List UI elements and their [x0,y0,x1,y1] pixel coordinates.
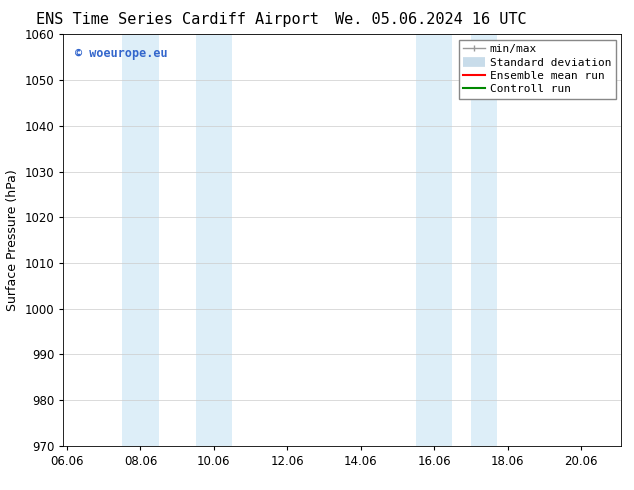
Y-axis label: Surface Pressure (hPa): Surface Pressure (hPa) [6,169,19,311]
Bar [195,34,232,446]
Bar [471,34,496,446]
Text: We. 05.06.2024 16 UTC: We. 05.06.2024 16 UTC [335,12,527,27]
Text: © woeurope.eu: © woeurope.eu [75,47,167,60]
Bar [122,34,159,446]
Bar [416,34,453,446]
Text: ENS Time Series Cardiff Airport: ENS Time Series Cardiff Airport [36,12,319,27]
Legend: min/max, Standard deviation, Ensemble mean run, Controll run: min/max, Standard deviation, Ensemble me… [459,40,616,99]
